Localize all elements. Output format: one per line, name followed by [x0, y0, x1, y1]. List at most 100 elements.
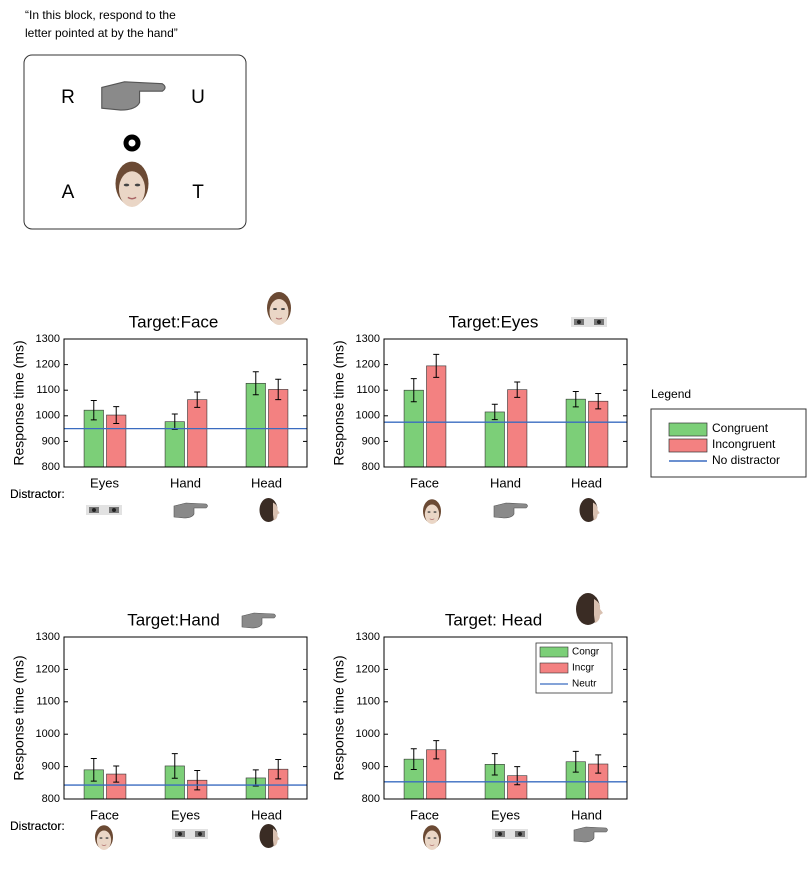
y-axis-label: Response time (ms) [331, 340, 347, 465]
error-bar [410, 378, 417, 403]
error-bar [275, 378, 282, 401]
legend-label: Neutr [572, 679, 597, 690]
legend-label: Congruent [712, 421, 769, 435]
y-axis-label: Response time (ms) [11, 340, 27, 465]
error-bar [252, 371, 259, 396]
legend-label: Incgr [572, 663, 595, 674]
instruction-line: “In this block, respond to the [25, 8, 176, 22]
x-tick-label: Head [251, 807, 282, 822]
error-bar [90, 758, 97, 782]
stimulus-letter: R [61, 87, 75, 108]
error-bar [572, 390, 579, 408]
legend-title: Legend [651, 387, 691, 401]
chart-title: Target: Head [445, 610, 542, 629]
face-icon [266, 291, 292, 326]
error-bar [194, 769, 201, 791]
error-bar [595, 393, 602, 410]
hand-icon [173, 502, 208, 519]
hand-icon [101, 81, 166, 111]
error-bar [572, 750, 579, 773]
x-tick-label: Head [251, 475, 282, 490]
y-tick-label: 800 [362, 461, 380, 473]
error-bar [595, 754, 602, 774]
hand-icon [493, 502, 528, 519]
y-tick-label: 1000 [356, 728, 380, 740]
bar [187, 399, 208, 468]
error-bar [194, 391, 201, 408]
head-icon [259, 824, 280, 848]
y-tick-label: 1300 [36, 333, 60, 345]
x-tick-label: Hand [490, 475, 521, 490]
y-tick-label: 1200 [356, 359, 380, 371]
error-bar [433, 353, 440, 378]
axes-frame [383, 338, 628, 468]
error-bar [171, 753, 178, 779]
eyes-icon [492, 829, 528, 839]
stimulus-frame [23, 54, 247, 230]
bar [565, 398, 586, 468]
x-tick-label: Face [410, 807, 439, 822]
error-bar [491, 753, 498, 776]
error-bar [113, 406, 120, 424]
y-tick-label: 900 [42, 435, 60, 447]
face-icon [422, 498, 442, 525]
face-icon [422, 824, 442, 851]
face-icon [94, 824, 114, 851]
axes-frame [383, 636, 628, 800]
instruction-line: letter pointed at by the hand” [25, 26, 178, 40]
error-bar [433, 740, 440, 760]
y-tick-label: 900 [42, 761, 60, 773]
head-icon [259, 498, 280, 522]
x-tick-label: Eyes [171, 807, 200, 822]
head-icon [576, 593, 603, 625]
legend-label: No distractor [712, 453, 780, 467]
bar [426, 365, 447, 468]
stimulus-letter: T [192, 182, 204, 203]
x-tick-label: Face [90, 807, 119, 822]
y-tick-label: 1000 [356, 410, 380, 422]
head-icon [579, 498, 600, 522]
y-tick-label: 1100 [356, 384, 380, 396]
bar [245, 382, 266, 468]
error-bar [90, 399, 97, 421]
axes-frame [63, 636, 308, 800]
x-tick-label: Hand [170, 475, 201, 490]
face-icon [114, 160, 150, 208]
legend-swatch [539, 646, 569, 658]
y-tick-label: 1000 [36, 728, 60, 740]
x-tick-label: Eyes [90, 475, 119, 490]
y-tick-label: 1200 [36, 359, 60, 371]
x-axis-label: Distractor: [10, 487, 65, 501]
eyes-icon [571, 317, 607, 327]
x-tick-label: Hand [571, 807, 602, 822]
x-axis-label: Distractor: [10, 819, 65, 833]
bar [484, 411, 505, 468]
x-axis-label: Distractor: [10, 487, 65, 501]
y-tick-label: 1100 [36, 384, 60, 396]
error-bar [410, 748, 417, 771]
legend-swatch [539, 662, 569, 674]
x-tick-label: Face [410, 475, 439, 490]
chart-title: Target:Face [129, 312, 219, 331]
x-tick-label: Eyes [491, 807, 520, 822]
x-axis-label: Distractor: [10, 819, 65, 833]
y-tick-label: 1100 [36, 696, 60, 708]
stimulus-letter: A [62, 182, 75, 203]
eyes-icon [172, 829, 208, 839]
legend-swatch [668, 422, 708, 437]
fixation [123, 134, 141, 152]
bar [507, 389, 528, 468]
legend-label: Congr [572, 647, 600, 658]
error-bar [252, 769, 259, 787]
error-bar [491, 403, 498, 421]
y-tick-label: 1000 [36, 410, 60, 422]
y-tick-label: 900 [362, 761, 380, 773]
error-bar [171, 413, 178, 430]
chart-title: Target:Eyes [449, 312, 539, 331]
hand-icon [241, 612, 276, 629]
y-tick-label: 800 [42, 461, 60, 473]
y-tick-label: 1300 [356, 631, 380, 643]
legend-swatch [668, 438, 708, 453]
error-bar [113, 765, 120, 783]
